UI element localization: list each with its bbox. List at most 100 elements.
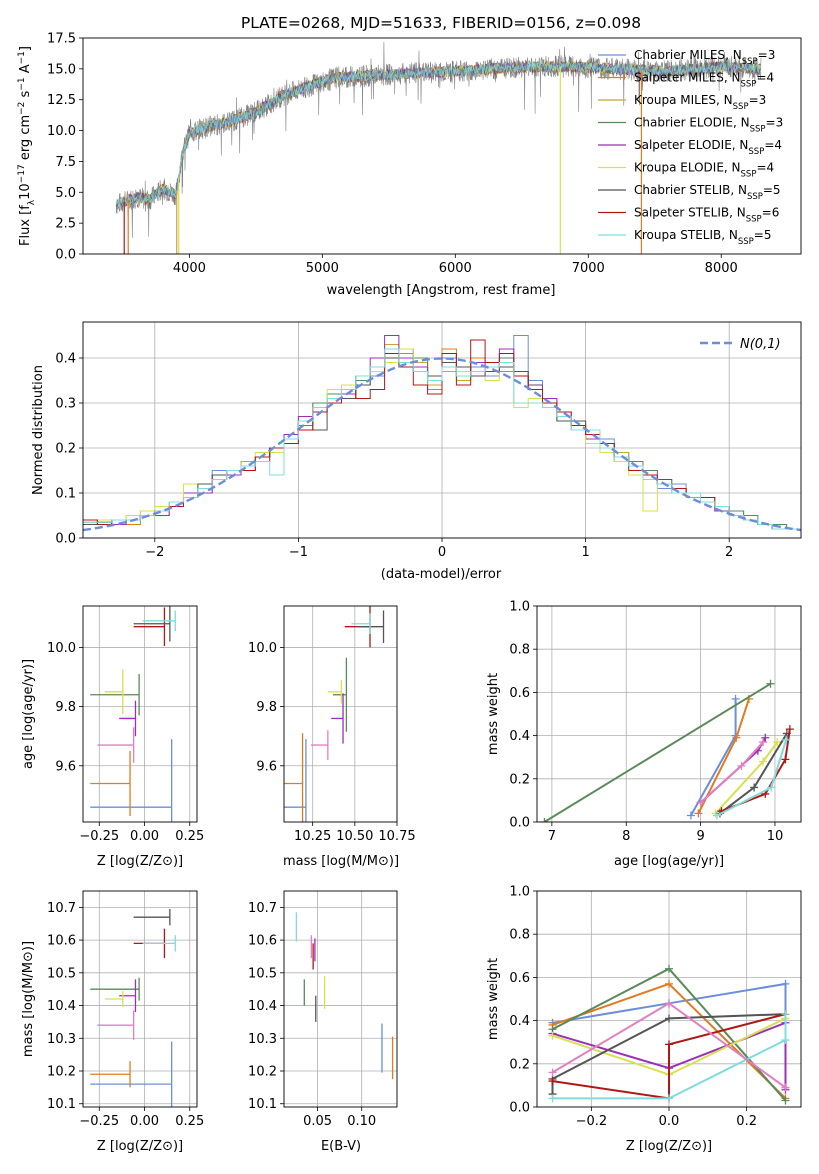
weight-series-line xyxy=(552,1013,786,1100)
x-tick-label: 6000 xyxy=(439,261,472,276)
mass-vs-Z-panel: −0.25 0.00 0.25 10.1 10.2 10.3 10.4 10.5 10.6 10.… xyxy=(21,890,204,1154)
y-tick-label: 0.4 xyxy=(509,729,530,744)
y-tick-label: 0.1 xyxy=(55,487,76,502)
y-tick-label: 10.2 xyxy=(248,1065,277,1080)
x-tick-label: 9 xyxy=(696,829,704,844)
y-tick-label: 10.0 xyxy=(248,641,277,656)
y-tick-label: 10.1 xyxy=(248,1097,277,1112)
axes-frame xyxy=(82,605,198,823)
x-tick-label: 0.25 xyxy=(175,1114,204,1129)
weight-series-marker xyxy=(548,1077,557,1086)
y-tick-label: 15.0 xyxy=(47,62,76,77)
weight-series-marker xyxy=(694,809,703,818)
y-tick-label: 0.0 xyxy=(55,248,76,263)
weight-series-marker xyxy=(696,798,705,807)
y-tick-label: 9.8 xyxy=(256,700,277,715)
weight-series-marker xyxy=(773,738,782,747)
y-tick-label: 0.0 xyxy=(509,1101,530,1116)
y-tick-label: 9.8 xyxy=(55,700,76,715)
weight-series-marker xyxy=(665,1014,673,1023)
weight-series-marker xyxy=(766,679,775,688)
y-tick-label: 10.0 xyxy=(47,641,76,656)
weight-series-marker xyxy=(665,964,673,973)
legend: N(0,1) xyxy=(700,337,781,352)
axes-frame xyxy=(82,321,802,539)
y-tick-label: 0.2 xyxy=(55,442,76,457)
weight-series-marker xyxy=(759,757,768,766)
weight-series-marker xyxy=(548,1068,557,1077)
x-tick-label: 1 xyxy=(581,545,589,560)
y-tick-label: 0.4 xyxy=(55,352,76,367)
legend-label: Chabrier MILES, NSSP=3 xyxy=(634,48,775,67)
x-tick-label: −0.25 xyxy=(79,1114,119,1129)
x-tick-label: 0.00 xyxy=(130,829,159,844)
y-tick-label: 0.2 xyxy=(509,772,530,787)
y-tick-label: 10.7 xyxy=(248,901,277,916)
y-axis-label: Normed distribution xyxy=(31,365,46,495)
weight-series-marker xyxy=(781,755,790,764)
weight-vs-Z-panel: −0.2 0.0 0.2 0.0 0.2 0.4 0.6 0.8 1.0 Z [log(Z/Z⊙)… xyxy=(486,885,802,1154)
legend-label: Chabrier STELIB, NSSP=5 xyxy=(634,183,781,202)
y-tick-label: 9.6 xyxy=(256,759,277,774)
legend-label: Salpeter MILES, NSSP=4 xyxy=(634,71,774,90)
y-tick-label: 10.4 xyxy=(248,999,277,1014)
y-tick-label: 5.0 xyxy=(55,186,76,201)
y-tick-label: 10.5 xyxy=(248,966,277,981)
mass-vs-EBV-panel: 0.05 0.10 10.1 10.2 10.3 10.4 10.5 10.6 10.7 E(B-… xyxy=(248,890,398,1154)
age-vs-Z-panel: −0.25 0.00 0.25 9.6 9.8 10.0 Z [log(Z/Z⊙)] age … xyxy=(21,605,204,869)
y-tick-label: 10.6 xyxy=(248,934,277,949)
x-tick-label: 0.00 xyxy=(130,1114,159,1129)
x-axis-label: Z [log(Z/Z⊙)] xyxy=(626,1139,712,1154)
x-tick-label: 0 xyxy=(438,545,446,560)
y-tick-label: 0.4 xyxy=(509,1014,530,1029)
x-tick-label: 8 xyxy=(622,829,630,844)
x-axis-label: wavelength [Angstrom, rest frame] xyxy=(327,283,556,298)
y-tick-label: 0.8 xyxy=(509,928,530,943)
y-tick-label: 2.5 xyxy=(55,217,76,232)
y-tick-label: 0.6 xyxy=(509,971,530,986)
weight-series-marker xyxy=(750,783,759,792)
x-tick-label: 0.2 xyxy=(736,1114,757,1129)
x-tick-label: 0.25 xyxy=(175,829,204,844)
weight-series-marker xyxy=(686,811,695,820)
y-tick-label: 10.0 xyxy=(47,124,76,139)
weight-series-marker xyxy=(731,694,740,703)
weight-series-marker xyxy=(540,818,549,822)
weight-series-marker xyxy=(781,1083,790,1092)
legend-label: Chabrier ELODIE, NSSP=3 xyxy=(634,116,783,135)
weight-series-marker xyxy=(732,733,741,742)
y-tick-label: 0.6 xyxy=(509,686,530,701)
weight-vs-age-panel: 7 8 9 10 0.0 0.2 0.4 0.6 0.8 1.0 age [log(age/yr)]… xyxy=(486,600,802,869)
legend-label: Salpeter STELIB, NSSP=6 xyxy=(634,206,779,225)
weight-series-marker xyxy=(767,783,776,792)
legend-label: N(0,1) xyxy=(740,337,781,352)
y-tick-label: 12.5 xyxy=(47,93,76,108)
y-axis-label: mass weight xyxy=(486,673,501,755)
model-spectrum-series xyxy=(115,60,762,209)
weight-series-marker xyxy=(712,811,721,820)
y-tick-label: 1.0 xyxy=(509,600,530,615)
legend-label: Kroupa ELODIE, NSSP=4 xyxy=(634,161,774,180)
x-tick-label: 10.50 xyxy=(336,829,373,844)
weight-series-line xyxy=(551,1013,786,1094)
y-tick-label: 10.5 xyxy=(47,966,76,981)
spectrum-panel-plot-area xyxy=(115,42,762,254)
weight-vs-age-panel-plot-area xyxy=(537,606,801,822)
weight-series-marker xyxy=(665,999,673,1008)
x-axis-label: (data-model)/error xyxy=(381,567,502,582)
x-tick-label: 10.75 xyxy=(378,829,415,844)
y-tick-label: 10.1 xyxy=(47,1097,76,1112)
y-tick-label: 17.5 xyxy=(47,32,76,47)
y-tick-label: 0.0 xyxy=(55,532,76,547)
x-tick-label: 0.0 xyxy=(659,1114,680,1129)
weight-series-marker xyxy=(737,761,746,770)
y-axis-label: Flux [fλ10−17 erg cm−2 s−1 A−1] xyxy=(17,46,37,246)
x-axis-label: mass [log(M/M⊙)] xyxy=(283,854,399,869)
x-axis-label: age [log(age/yr)] xyxy=(614,854,724,869)
weight-series-marker xyxy=(781,979,790,988)
weight-series-line xyxy=(714,741,779,815)
y-tick-label: 10.6 xyxy=(47,934,76,949)
x-tick-label: 2 xyxy=(725,545,733,560)
x-tick-label: 0.10 xyxy=(347,1114,376,1129)
